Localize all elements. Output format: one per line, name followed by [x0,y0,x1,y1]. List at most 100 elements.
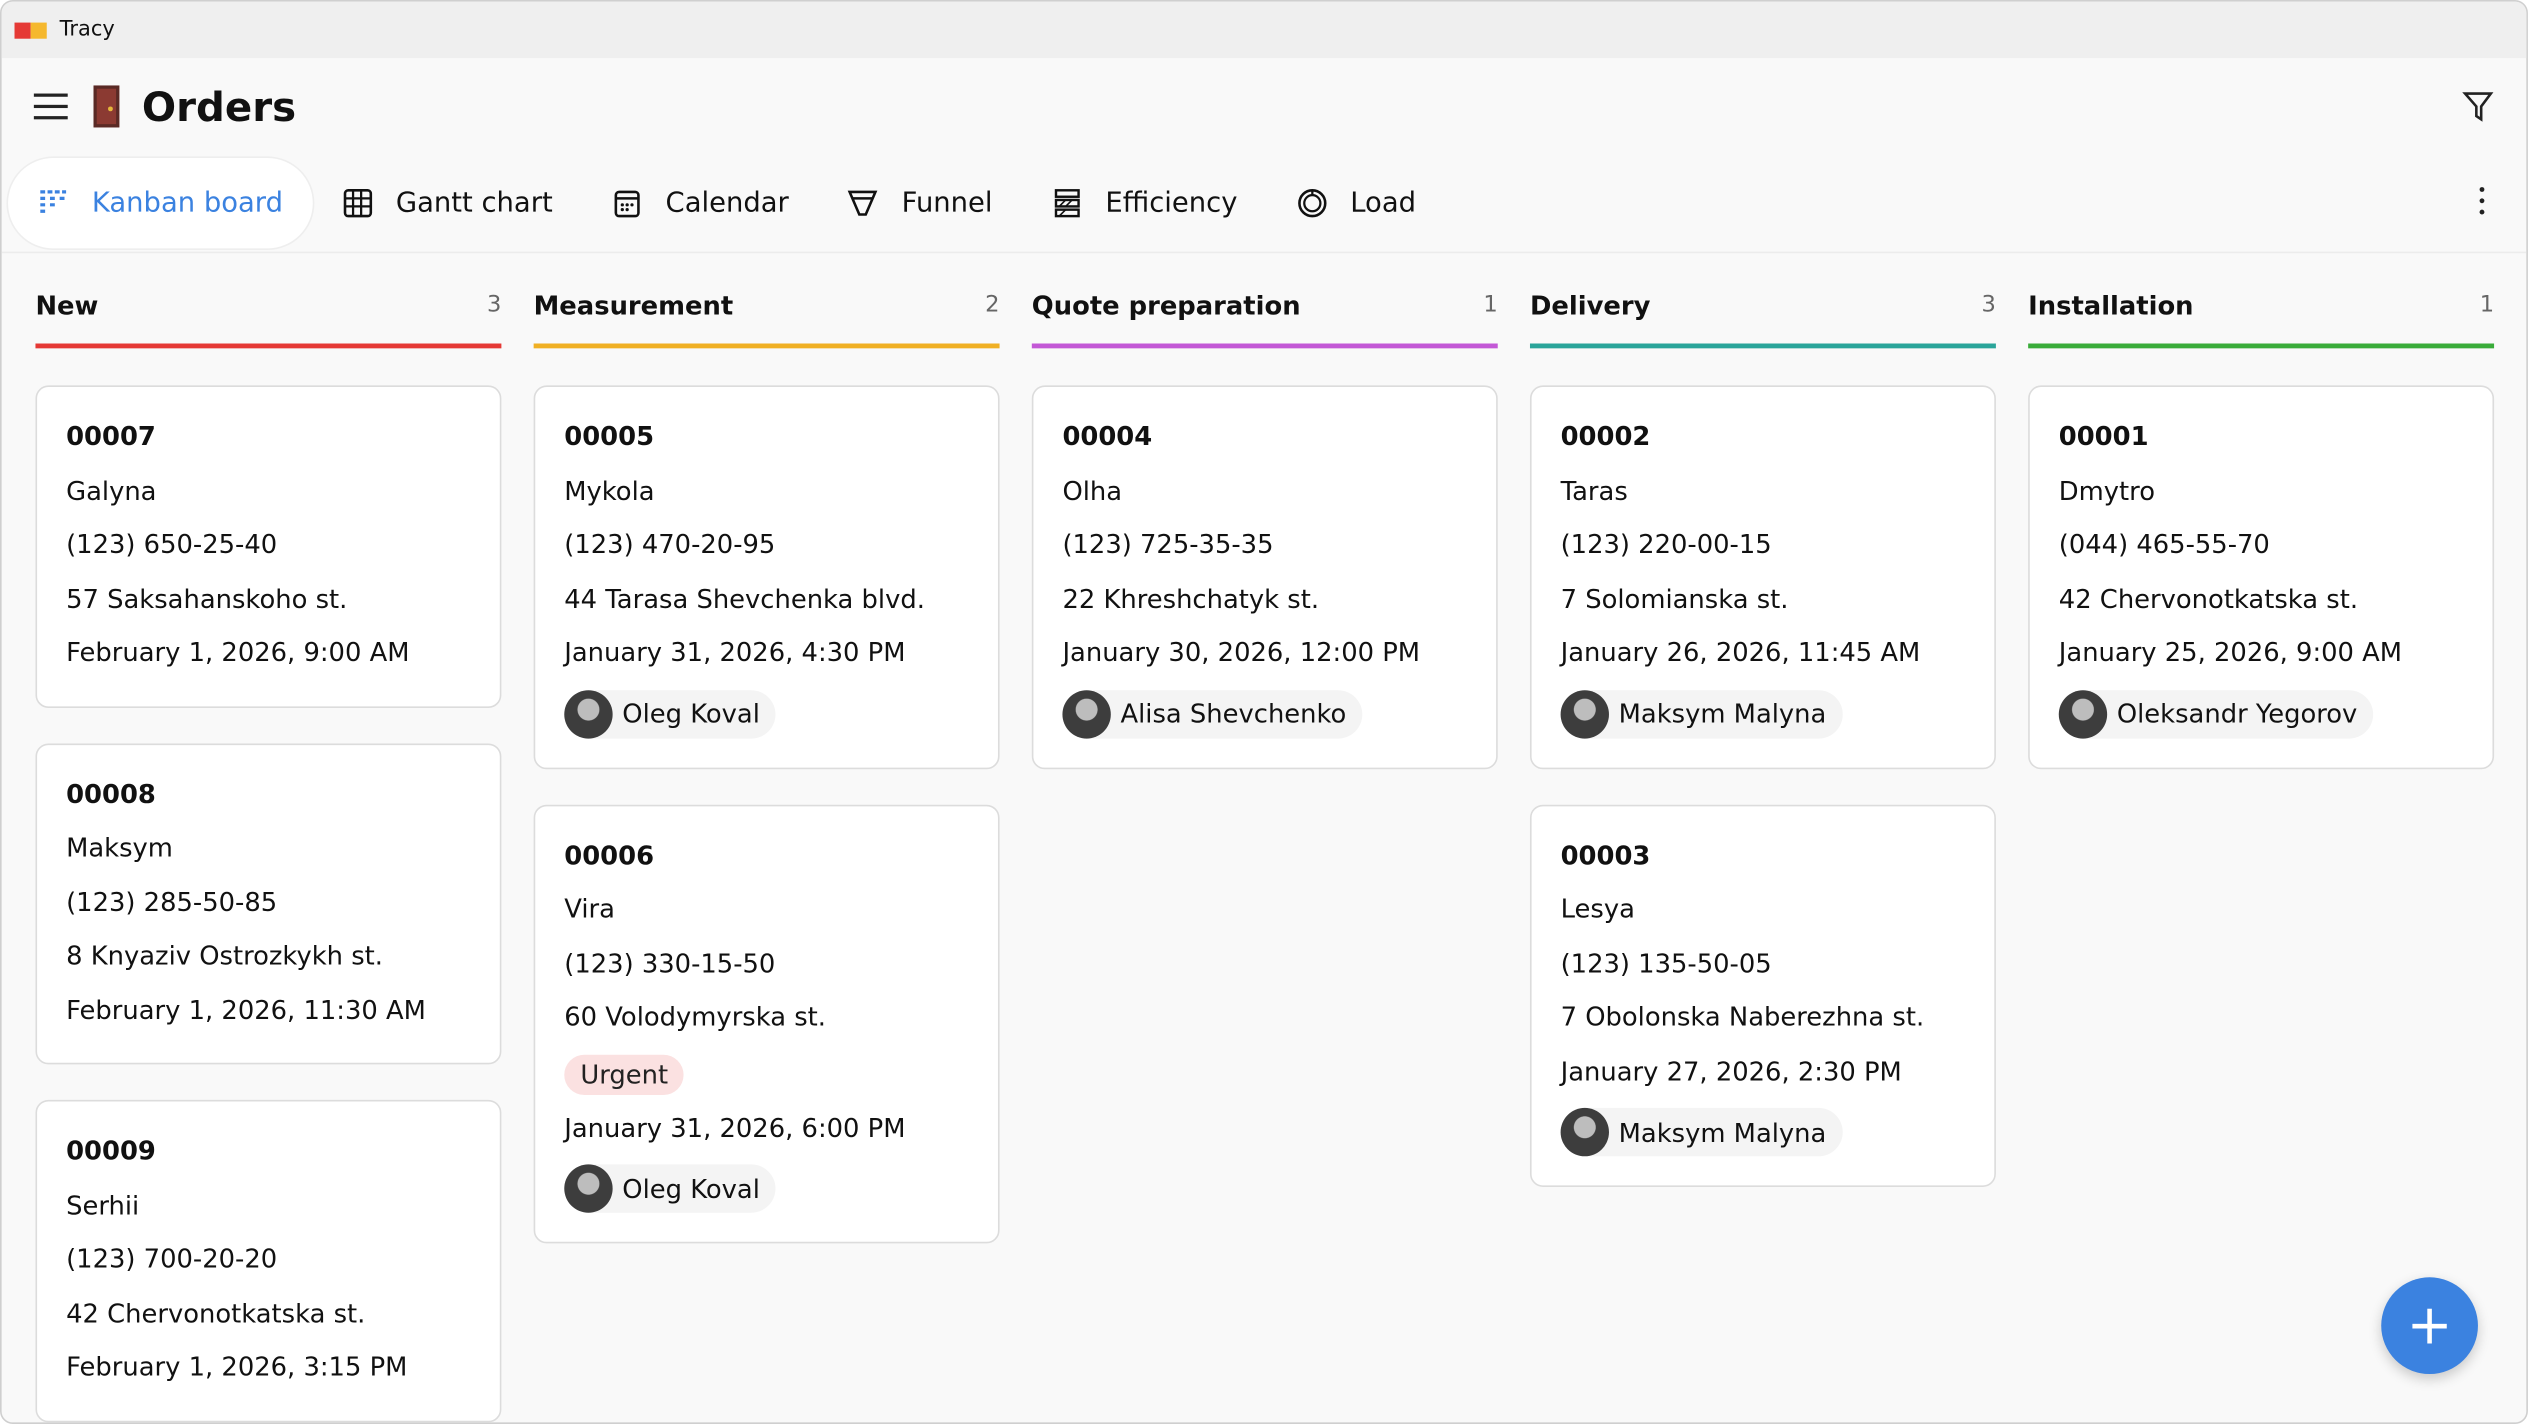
card-address: 7 Obolonska Naberezhna st. [1560,1001,1925,1033]
order-card[interactable]: 00002 Taras (123) 220-00-15 7 Solomianska s… [1529,385,1996,769]
calendar-icon [614,190,640,218]
column-title: Measurement [533,289,734,321]
card-name: Mykola [564,474,655,506]
column-color-bar [533,343,1000,349]
tab-label: Calendar [665,187,789,220]
avatar [1560,1107,1609,1157]
card-name: Serhii [66,1189,140,1221]
tab-label: Kanban board [91,187,283,220]
card-number: 00008 [66,778,156,809]
card-date: February 1, 2026, 11:30 AM [66,994,426,1025]
card-phone: (044) 465-55-70 [2058,528,2270,560]
card-phone: (123) 650-25-40 [66,528,278,560]
card-address: 22 Khreshchatyk st. [1062,582,1320,614]
title-bar: Tracy [1,1,2527,59]
card-name: Olha [1062,474,1123,506]
tab-label: Load [1350,187,1417,220]
view-tabs: Kanban board Gantt chart Calendar Funnel Eff… [1,155,2527,254]
card-phone: (123) 470-20-95 [564,528,776,560]
column-installation: Installation 1 00001 Dmytro (044) 465-55-70 4… [2028,276,2495,1423]
more-options-icon[interactable] [2479,187,2485,215]
column-color-bar [35,343,502,349]
card-number: 00005 [564,420,655,452]
card-date: January 26, 2026, 11:45 AM [1560,637,1921,668]
column-delivery: Delivery 3 00002 Taras (123) 220-00-15 7 Solo… [1529,276,1996,1423]
order-card[interactable]: 00009 Serhii (123) 700-20-20 42 Chervonotka… [35,1099,502,1422]
order-card[interactable]: 00003 Lesya (123) 135-50-05 7 Obolonska Nab… [1529,803,1996,1187]
card-date: January 25, 2026, 9:00 AM [2058,637,2403,668]
column-count: 1 [2479,291,2495,318]
urgent-tag: Urgent [564,1053,685,1095]
order-card[interactable]: 00005 Mykola (123) 470-20-95 44 Tarasa Shev… [533,385,1000,769]
app-title: Tracy [59,17,115,42]
assignee-name: Oleg Koval [622,698,760,729]
card-phone: (123) 220-00-15 [1560,528,1772,560]
tab-kanban-board[interactable]: Kanban board [8,158,313,249]
order-card[interactable]: 00006 Vira (123) 330-15-50 60 Volodymyrska … [533,803,1000,1244]
tab-load[interactable]: Load [1266,158,1445,248]
card-number: 00006 [564,839,655,871]
column-quote-preparation: Quote preparation 1 00004 Olha (123) 725-35-… [1031,276,1498,1423]
efficiency-icon [1054,189,1080,218]
tab-gantt-chart[interactable]: Gantt chart [312,158,582,248]
card-address: 7 Solomianska st. [1560,582,1789,614]
card-name: Vira [564,893,615,925]
tab-label: Efficiency [1105,187,1238,220]
order-card[interactable]: 00007 Galyna (123) 650-25-40 57 Saksahansko… [35,385,502,708]
column-measurement: Measurement 2 00005 Mykola (123) 470-20-95 44… [533,276,1000,1423]
order-card[interactable]: 00008 Maksym (123) 285-50-85 8 Knyaziv Ostr… [35,742,502,1065]
card-number: 00004 [1062,420,1153,452]
assignee-name: Oleksandr Yegorov [2116,698,2358,729]
card-date: February 1, 2026, 3:15 PM [66,1351,408,1383]
column-count: 2 [985,291,1000,318]
assignee-name: Oleg Koval [622,1173,760,1204]
card-address: 60 Volodymyrska st. [564,1001,827,1033]
menu-icon[interactable] [33,93,68,120]
card-number: 00009 [66,1135,156,1166]
card-number: 00002 [1560,420,1651,452]
load-icon [1297,189,1326,218]
card-phone: (123) 285-50-85 [66,886,278,917]
card-date: January 31, 2026, 6:00 PM [564,1111,906,1143]
card-phone: (123) 725-35-35 [1062,528,1274,560]
column-header: Installation 1 [2028,276,2494,334]
page-title: Orders [141,83,297,130]
card-address: 57 Saksahanskoho st. [66,582,348,614]
add-order-button[interactable]: + [2381,1277,2478,1375]
assignee-chip[interactable]: Maksym Malyna [1560,1107,1843,1157]
gantt-icon [342,189,372,218]
assignee-chip[interactable]: Oleg Koval [564,689,776,738]
filter-icon[interactable] [2462,90,2494,122]
funnel-icon [848,190,878,216]
column-new: New 3 00007 Galyna (123) 650-25-40 57 Saksaha… [35,276,502,1423]
door-icon [93,85,120,128]
assignee-chip[interactable]: Alisa Shevchenko [1062,689,1363,738]
avatar [2058,689,2108,738]
card-date: January 30, 2026, 12:00 PM [1062,637,1421,668]
column-header: New 3 [35,276,501,334]
tab-label: Funnel [901,187,993,220]
card-number: 00007 [66,420,156,452]
tab-label: Gantt chart [395,187,553,220]
assignee-chip[interactable]: Oleksandr Yegorov [2058,689,2374,738]
tab-calendar[interactable]: Calendar [582,158,818,248]
assignee-name: Maksym Malyna [1618,698,1827,729]
card-name: Maksym [66,832,173,863]
column-title: New [35,289,99,321]
card-phone: (123) 700-20-20 [66,1243,278,1275]
column-title: Quote preparation [1031,289,1301,321]
avatar [1560,689,1609,738]
assignee-chip[interactable]: Maksym Malyna [1560,689,1843,738]
card-address: 42 Chervonotkatska st. [2058,582,2359,614]
card-address: 42 Chervonotkatska st. [66,1297,366,1329]
tab-funnel[interactable]: Funnel [818,158,1022,248]
assignee-chip[interactable]: Oleg Koval [564,1164,776,1213]
card-phone: (123) 330-15-50 [564,947,776,979]
order-card[interactable]: 00004 Olha (123) 725-35-35 22 Khreshchatyk … [1031,385,1498,769]
tab-efficiency[interactable]: Efficiency [1022,158,1267,248]
page-header: Orders [2,58,2527,155]
column-color-bar [1031,343,1498,349]
plus-icon: + [2406,1293,2453,1358]
order-card[interactable]: 00001 Dmytro (044) 465-55-70 42 Chervonotka… [2028,385,2495,769]
